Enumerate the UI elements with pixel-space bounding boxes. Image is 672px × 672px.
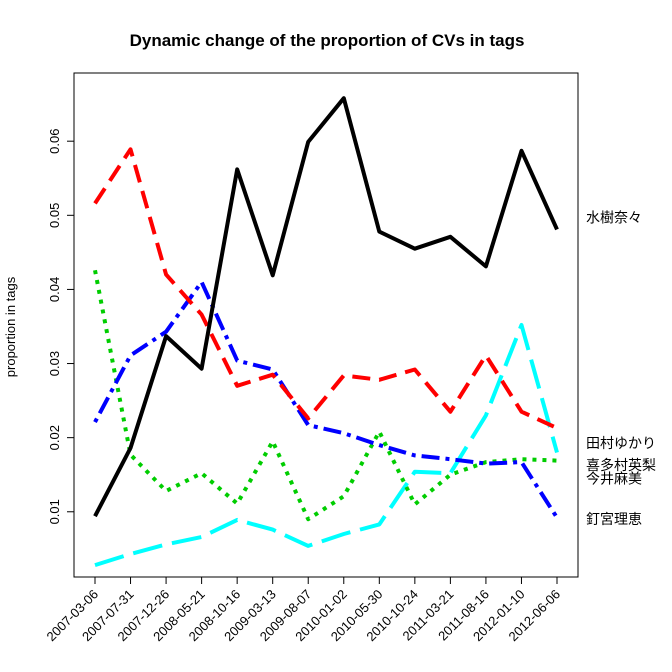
y-tick-label: 0.05 xyxy=(47,203,62,228)
y-tick-label: 0.03 xyxy=(47,351,62,376)
series-layer xyxy=(93,96,559,568)
series-line xyxy=(94,323,559,568)
y-tick-label: 0.02 xyxy=(47,425,62,450)
series-label: 喜多村英梨 xyxy=(586,457,656,474)
y-tick-label: 0.06 xyxy=(47,129,62,154)
series-label: 水樹奈々 xyxy=(586,211,642,227)
series-line xyxy=(93,96,559,518)
series-label: 今井麻美 xyxy=(586,471,642,487)
series-line xyxy=(93,280,559,519)
y-tick-label: 0.04 xyxy=(47,277,62,302)
series-line xyxy=(93,269,558,522)
plot-frame xyxy=(73,72,579,578)
y-axis-label: proportion in tags xyxy=(3,276,18,377)
y-tick-label: 0.01 xyxy=(47,499,62,524)
series-line xyxy=(93,147,558,430)
x-axis: 2007-03-062007-07-312007-12-262008-05-21… xyxy=(43,577,563,644)
chart-title: Dynamic change of the proportion of CVs … xyxy=(130,31,525,50)
series-label: 釘宮理恵 xyxy=(586,511,642,528)
series-label: 田村ゆかり xyxy=(586,436,656,452)
y-axis: 0.01 0.02 0.03 0.04 0.05 0.06 xyxy=(47,129,74,524)
